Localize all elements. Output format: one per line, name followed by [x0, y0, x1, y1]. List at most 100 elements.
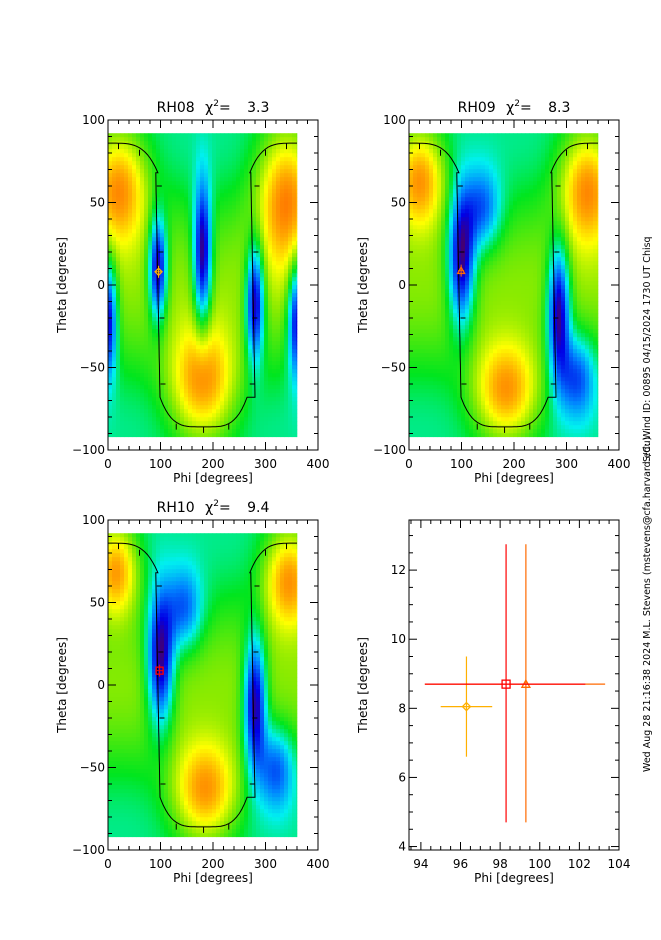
heatmap-cell	[280, 185, 284, 189]
heatmap-cell	[276, 253, 280, 257]
heatmap-cell	[140, 169, 144, 173]
heatmap-cell	[196, 249, 200, 253]
heatmap-cell	[160, 301, 164, 305]
heatmap-cell	[136, 141, 140, 145]
heatmap-cell	[481, 197, 485, 201]
heatmap-cell	[477, 181, 481, 185]
heatmap-cell	[224, 213, 228, 217]
heatmap-cell	[469, 145, 473, 149]
heatmap-cell	[561, 141, 565, 145]
heatmap-cell	[545, 205, 549, 209]
heatmap-cell	[212, 157, 216, 161]
heatmap-cell	[280, 381, 284, 385]
heatmap-cell	[280, 345, 284, 349]
heatmap-cell	[288, 325, 292, 329]
heatmap-cell	[204, 301, 208, 305]
heatmap-cell	[264, 365, 268, 369]
heatmap-cell	[501, 201, 505, 205]
heatmap-cell	[272, 377, 276, 381]
heatmap-cell	[481, 201, 485, 205]
heatmap-cell	[573, 209, 577, 213]
heatmap-cell	[545, 221, 549, 225]
heatmap-cell	[180, 349, 184, 353]
heatmap-cell	[172, 209, 176, 213]
heatmap-cell	[581, 165, 585, 169]
heatmap-cell	[537, 137, 541, 141]
heatmap-cell	[581, 161, 585, 165]
heatmap-cell	[445, 161, 449, 165]
heatmap-cell	[437, 173, 441, 177]
heatmap-cell	[136, 241, 140, 245]
heatmap-cell	[264, 169, 268, 173]
heatmap-cell	[164, 397, 168, 401]
heatmap-cell	[180, 385, 184, 389]
heatmap-cell	[156, 401, 160, 405]
heatmap-cell	[172, 253, 176, 257]
heatmap-cell	[128, 421, 132, 425]
heatmap-cell	[457, 145, 461, 149]
heatmap-cell	[473, 213, 477, 217]
heatmap-cell	[292, 149, 296, 153]
heatmap-cell	[477, 153, 481, 157]
heatmap-cell	[212, 185, 216, 189]
heatmap-cell	[180, 249, 184, 253]
heatmap-cell	[260, 289, 264, 293]
heatmap-cell	[180, 153, 184, 157]
heatmap-cell	[577, 197, 581, 201]
heatmap-cell	[553, 153, 557, 157]
heatmap-cell	[541, 169, 545, 173]
heatmap-cell	[276, 325, 280, 329]
heatmap-cell	[204, 293, 208, 297]
heatmap-cell	[236, 197, 240, 201]
heatmap-cell	[437, 161, 441, 165]
heatmap-cell	[136, 409, 140, 413]
heatmap-cell	[565, 225, 569, 229]
heatmap-cell	[144, 233, 148, 237]
heatmap-cell	[561, 173, 565, 177]
heatmap-cell	[457, 189, 461, 193]
heatmap-cell	[220, 381, 224, 385]
heatmap-cell	[288, 361, 292, 365]
heatmap-cell	[256, 417, 260, 421]
heatmap-cell	[260, 401, 264, 405]
heatmap-cell	[184, 397, 188, 401]
heatmap-cell	[216, 405, 220, 409]
heatmap-cell	[276, 433, 280, 437]
heatmap-cell	[272, 269, 276, 273]
heatmap-cell	[184, 289, 188, 293]
heatmap-cell	[292, 361, 296, 365]
heatmap-cell	[224, 273, 228, 277]
heatmap-cell	[196, 261, 200, 265]
heatmap-cell	[204, 417, 208, 421]
heatmap-cell	[204, 181, 208, 185]
heatmap-cell	[144, 245, 148, 249]
heatmap-cell	[236, 289, 240, 293]
heatmap-cell	[581, 189, 585, 193]
heatmap-cell	[176, 185, 180, 189]
heatmap-cell	[541, 193, 545, 197]
heatmap-cell	[184, 297, 188, 301]
heatmap-cell	[188, 261, 192, 265]
heatmap-cell	[284, 221, 288, 225]
heatmap-cell	[485, 145, 489, 149]
heatmap-cell	[260, 249, 264, 253]
heatmap-cell	[421, 177, 425, 181]
heatmap-cell	[557, 213, 561, 217]
heatmap-cell	[128, 321, 132, 325]
heatmap-cell	[272, 277, 276, 281]
heatmap-cell	[184, 237, 188, 241]
heatmap-cell	[569, 217, 573, 221]
heatmap-cell	[252, 421, 256, 425]
heatmap-cell	[421, 229, 425, 233]
heatmap-cell	[557, 137, 561, 141]
heatmap-cell	[292, 273, 296, 277]
heatmap-cell	[136, 365, 140, 369]
heatmap-cell	[252, 209, 256, 213]
heatmap-cell	[140, 413, 144, 417]
heatmap-cell	[413, 137, 417, 141]
heatmap-cell	[533, 205, 537, 209]
heatmap-cell	[441, 169, 445, 173]
heatmap-cell	[296, 265, 297, 269]
heatmap-cell	[248, 361, 252, 365]
heatmap-cell	[236, 329, 240, 333]
